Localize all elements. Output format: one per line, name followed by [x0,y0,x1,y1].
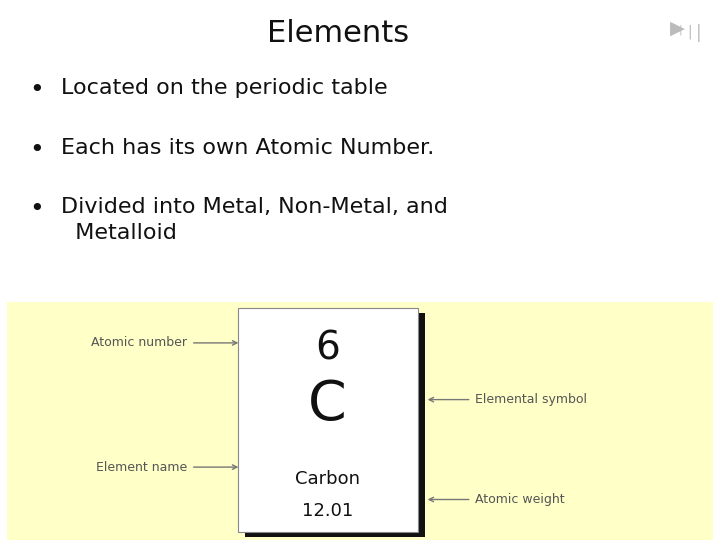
Text: •: • [29,78,43,102]
Text: ▶: ▶ [670,19,685,38]
Bar [245,313,425,537]
Text: Divided into Metal, Non-Metal, and
  Metalloid: Divided into Metal, Non-Metal, and Metal… [61,197,448,242]
Text: |: | [678,24,683,35]
Bar [7,302,713,540]
Text: Carbon: Carbon [295,470,360,488]
Text: |: | [696,24,701,42]
Text: Located on the periodic table: Located on the periodic table [61,78,388,98]
Text: 6: 6 [315,329,340,367]
Text: Element name: Element name [96,461,187,474]
Text: •: • [29,197,43,221]
Text: Atomic number: Atomic number [91,336,187,349]
Text: Atomic weight: Atomic weight [475,493,564,506]
Text: C: C [308,378,347,432]
Text: 12.01: 12.01 [302,502,354,520]
Text: Elements: Elements [267,19,410,48]
Text: •: • [29,138,43,161]
Text: Elemental symbol: Elemental symbol [475,393,588,406]
Text: Each has its own Atomic Number.: Each has its own Atomic Number. [61,138,434,158]
Text: |: | [688,24,692,39]
Bar [238,308,418,532]
